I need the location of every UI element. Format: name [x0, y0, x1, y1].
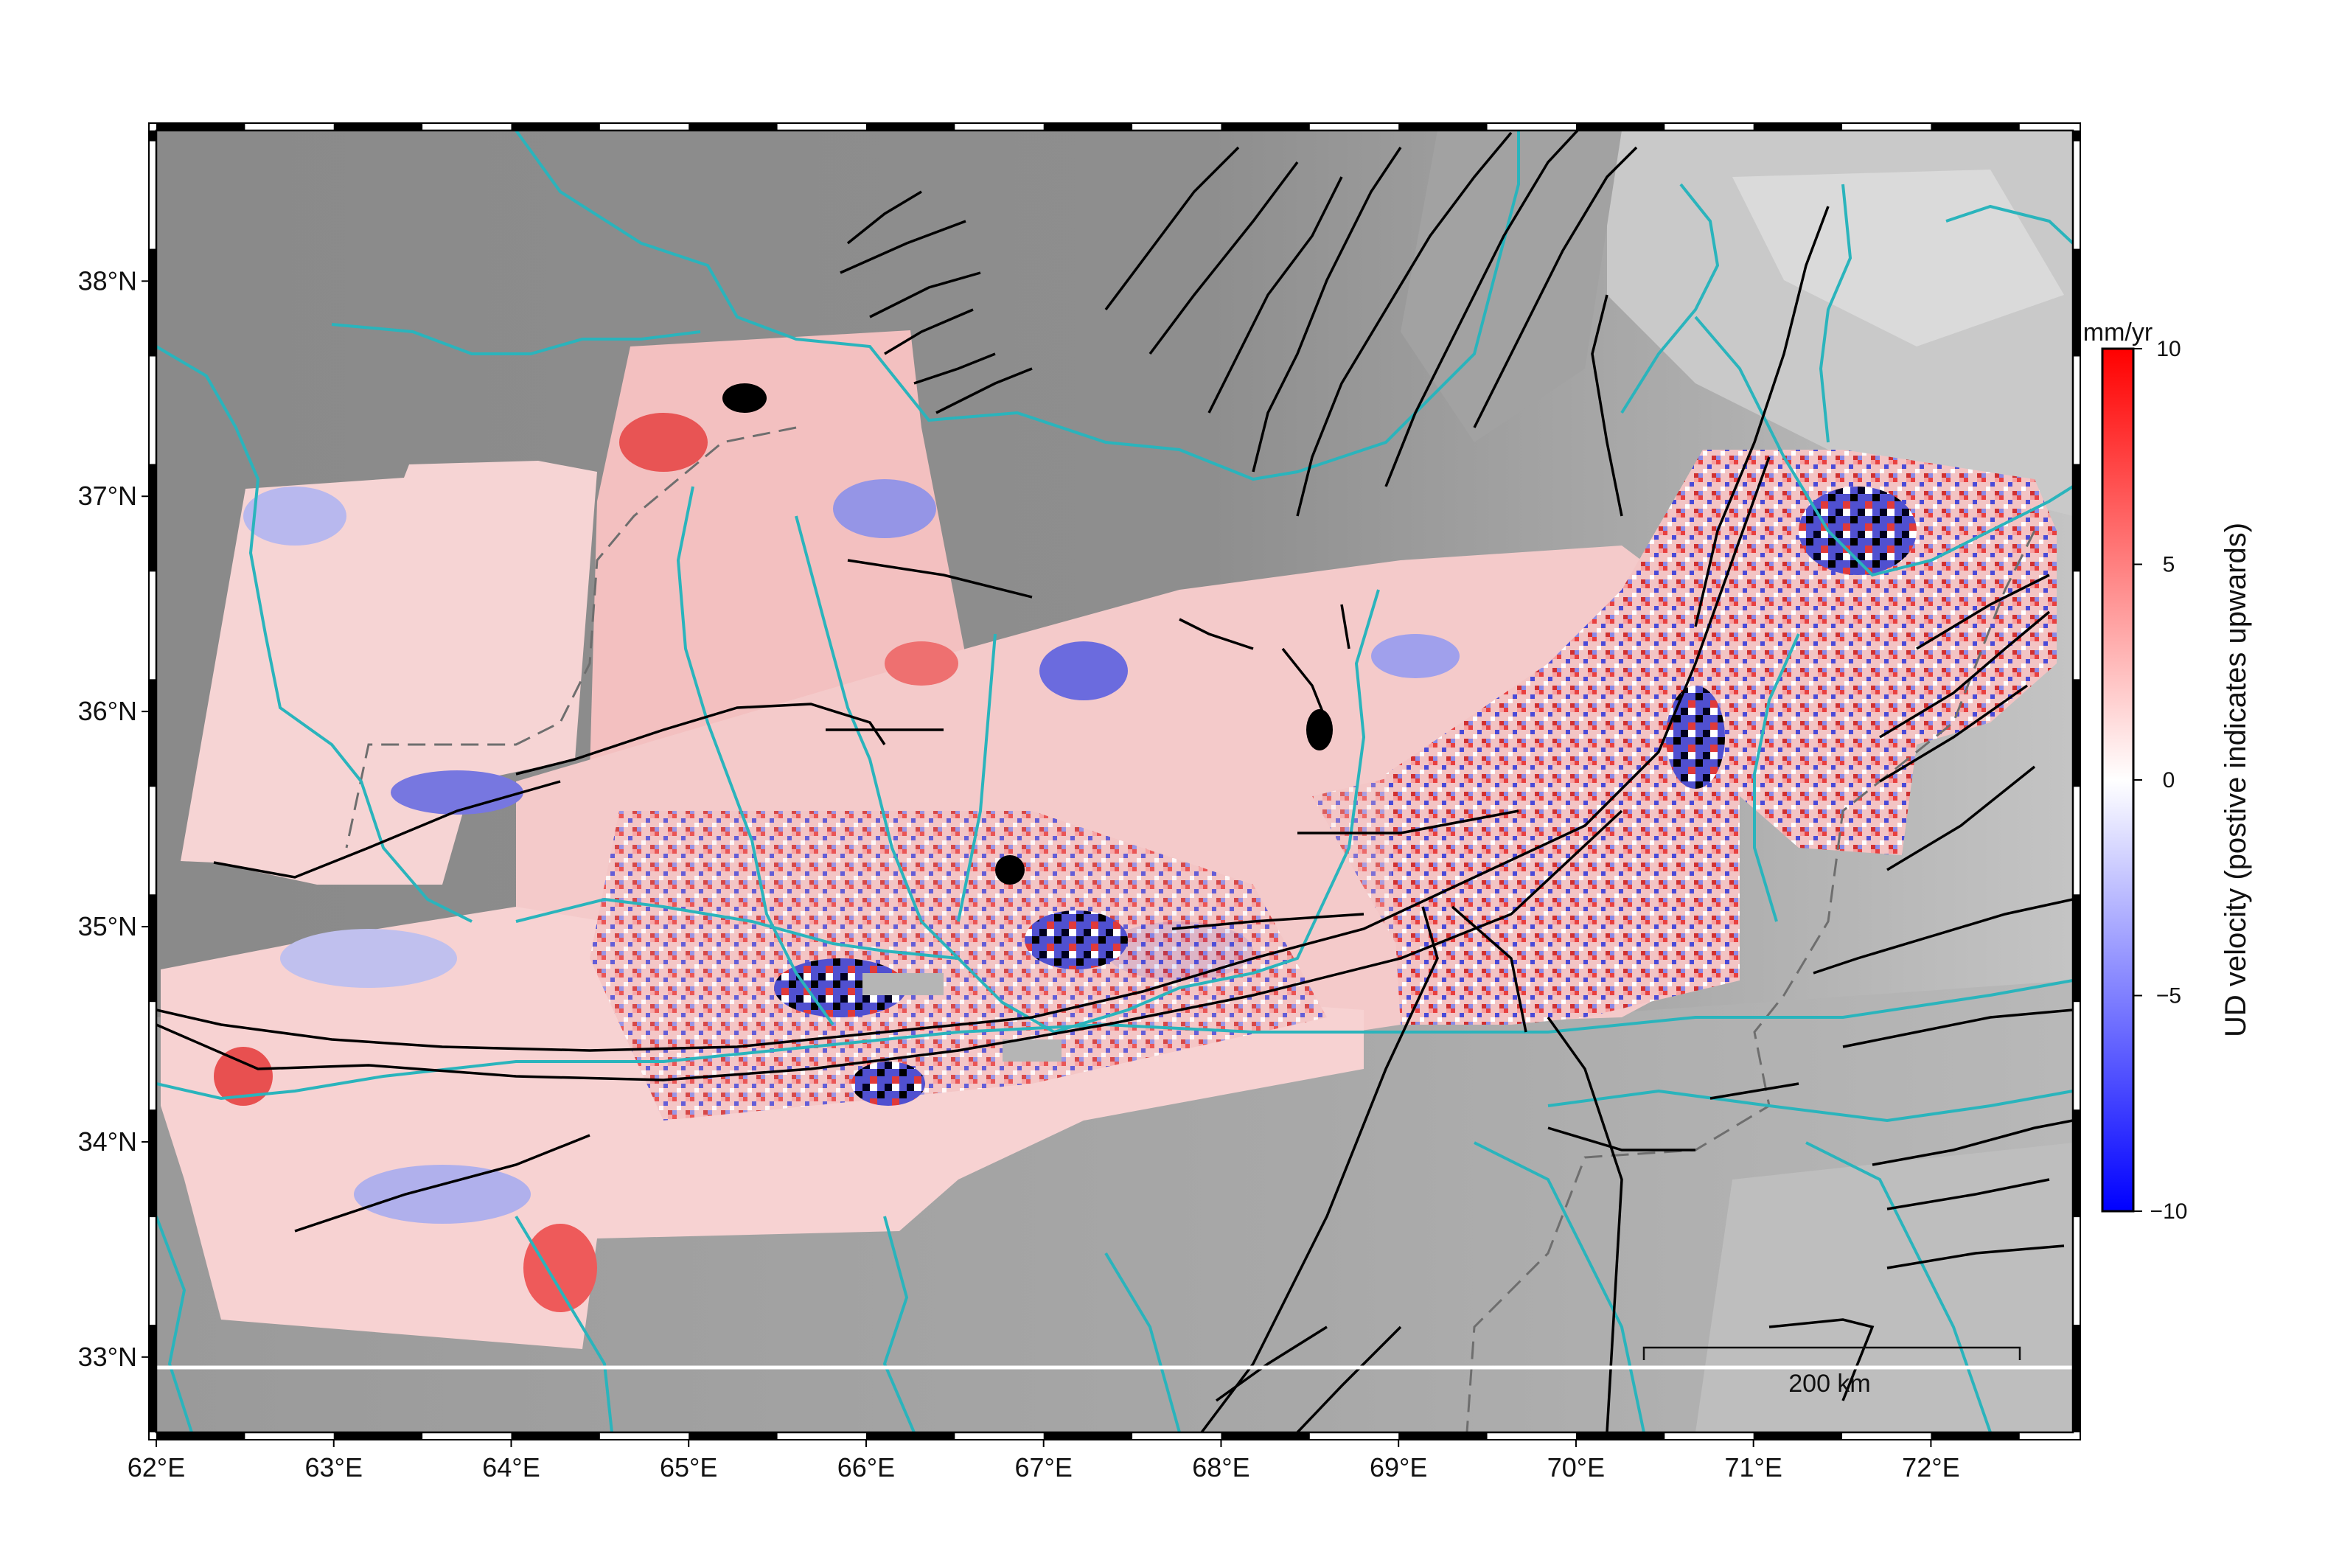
faults — [156, 130, 2073, 1432]
frame-segment — [689, 123, 778, 130]
frame-segment — [1398, 1432, 1488, 1440]
frame-segment — [1043, 1432, 1133, 1440]
colorbar-tick-label: 5 — [2163, 553, 2175, 577]
lon-tick-label: 71°E — [1724, 1452, 1782, 1482]
map-frame — [148, 122, 2081, 1440]
lon-tick-label: 67°E — [1014, 1452, 1072, 1482]
colorbar-title: UD velocity (postive indicates upwards) — [2220, 523, 2252, 1037]
frame-segment — [1753, 1432, 1843, 1440]
rivers — [156, 130, 2073, 1432]
colorbar-tick-label: 0 — [2163, 768, 2175, 792]
scale-bar-label: 200 km — [1788, 1370, 1871, 1398]
frame-segment — [333, 123, 423, 130]
frame-segment — [2073, 130, 2080, 142]
lat-tick-label: 35°N — [78, 911, 137, 941]
frame-segment — [1931, 123, 2020, 130]
colorbar-unit: mm/yr — [2083, 318, 2153, 346]
lon-tick-label: 66°E — [837, 1452, 895, 1482]
colorbar-gradient — [2101, 347, 2135, 1213]
frame-segment — [689, 1432, 778, 1440]
longitude-tick-labels: 62°E 63°E 64°E 65°E 66°E 67°E 68°E 69°E 70°E 71°E… — [128, 1440, 1960, 1482]
frame-segment — [156, 123, 245, 130]
insar-frame-northwest — [181, 461, 597, 885]
lon-tick-label: 65°E — [660, 1452, 717, 1482]
frame-segment — [1221, 1432, 1310, 1440]
frame-segment — [149, 1109, 156, 1218]
frame-segment — [333, 1432, 423, 1440]
lon-tick-label: 62°E — [128, 1452, 185, 1482]
colorbar-tick-label: −10 — [2150, 1199, 2188, 1224]
lat-tick-label: 36°N — [78, 696, 137, 726]
lon-tick-label: 72°E — [1902, 1452, 1959, 1482]
scale-bar: 200 km — [1642, 1346, 2021, 1398]
frame-segment — [511, 1432, 600, 1440]
frame-segment — [1575, 123, 1665, 130]
lat-tick-label: 34°N — [78, 1126, 137, 1157]
frame-segment — [1575, 1432, 1665, 1440]
frame-segment — [149, 679, 156, 787]
frame-segment — [1043, 123, 1133, 130]
frame-segment — [2073, 464, 2080, 572]
lat-tick-label: 38°N — [78, 265, 137, 296]
frame-segment — [149, 464, 156, 572]
frame-segment — [865, 1432, 955, 1440]
lon-tick-label: 64°E — [482, 1452, 540, 1482]
frame-segment — [2073, 1325, 2080, 1432]
colorbar-tick-label: 10 — [2156, 337, 2181, 361]
lon-tick-label: 69°E — [1370, 1452, 1427, 1482]
frame-segment — [2073, 679, 2080, 787]
colorbar-tick-label: −5 — [2156, 984, 2181, 1008]
frame-segment — [2073, 248, 2080, 357]
lat-tick-label: 33°N — [78, 1342, 137, 1372]
frame-segment — [2073, 1109, 2080, 1218]
frame-segment — [149, 894, 156, 1003]
lon-tick-label: 70°E — [1547, 1452, 1605, 1482]
latitude-tick-labels: 33°N 34°N 35°N 36°N 37°N 38°N — [78, 265, 149, 1372]
lat-tick-label: 37°N — [78, 481, 137, 511]
frame-segment — [1931, 1432, 2020, 1440]
frame-segment — [149, 248, 156, 357]
frame-segment — [1398, 123, 1488, 130]
frame-outline — [148, 122, 2081, 1440]
lon-tick-label: 63°E — [305, 1452, 363, 1482]
frame-segment — [1753, 123, 1843, 130]
frame-segment — [149, 130, 156, 142]
frame-segment — [156, 1432, 245, 1440]
frame-segment — [2073, 894, 2080, 1003]
frame-segment — [865, 123, 955, 130]
colorbar-ticks: 10 5 0 −5 −10 — [2133, 337, 2187, 1224]
lon-tick-label: 68°E — [1192, 1452, 1249, 1482]
country-border — [345, 426, 2036, 1432]
frame-checker-border — [148, 122, 2081, 1440]
colorbar: mm/yr 10 5 0 −5 −10 UD velocity (postive ind… — [2083, 318, 2252, 1224]
frame-segment — [511, 123, 600, 130]
frame-segment — [149, 1325, 156, 1432]
frame-segment — [1221, 123, 1310, 130]
